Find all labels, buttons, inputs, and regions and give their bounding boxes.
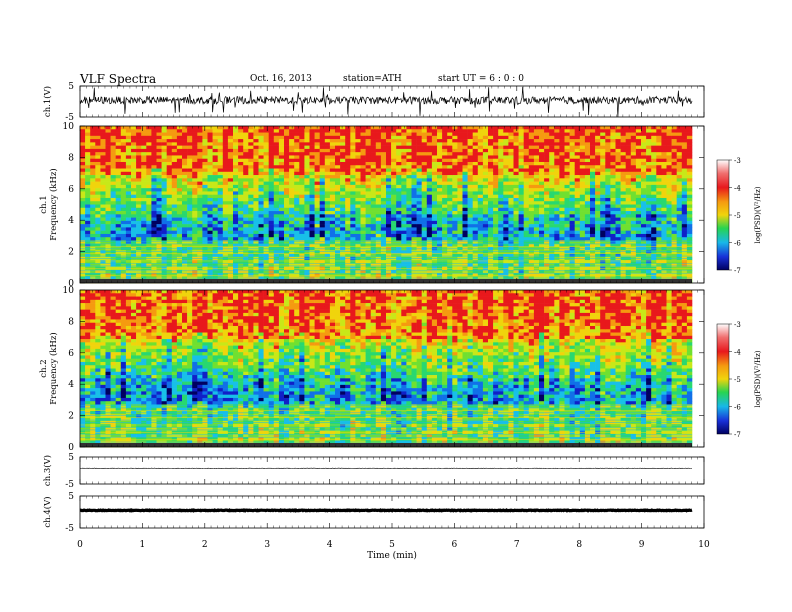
y-tick-label: 8: [68, 317, 74, 327]
colorbar-tick-label: -5: [734, 376, 741, 384]
y-tick-label: 6: [68, 349, 74, 359]
colorbar-tick-label: -4: [734, 349, 741, 357]
y-tick-label: 2: [68, 412, 74, 422]
colorbar-tick-label: -6: [734, 404, 741, 412]
colorbar-tick-label: -4: [734, 185, 741, 193]
y-tick-label: -5: [65, 113, 74, 123]
y-tick-label: 0: [68, 279, 74, 289]
x-tick-label: 3: [264, 540, 270, 550]
x-tick-label: 8: [576, 540, 582, 550]
y-tick-label: -5: [65, 480, 74, 490]
x-tick-label: 5: [389, 540, 395, 550]
colorbar-tick-label: -5: [734, 212, 741, 220]
y-axis-label: ch.2: [39, 359, 49, 377]
x-tick-label: 9: [639, 540, 645, 550]
chart-title: VLF Spectra: [80, 72, 157, 86]
colorbar-tick-label: -3: [734, 321, 741, 329]
y-axis-label: ch.3(V): [42, 455, 53, 486]
y-axis-label: Frequency (kHz): [48, 332, 59, 404]
colorbar-label: log(PSD)(V²/Hz): [754, 186, 762, 243]
x-tick-label: 6: [452, 540, 458, 550]
y-tick-label: 6: [68, 185, 74, 195]
y-tick-label: 5: [68, 492, 74, 502]
y-tick-label: 10: [63, 122, 75, 132]
colorbar-ch2: [716, 323, 730, 435]
y-tick-label: 4: [68, 216, 74, 226]
y-axis-label: ch.4(V): [42, 496, 53, 527]
colorbar-tick-label: -7: [734, 267, 741, 275]
y-tick-label: 0: [68, 443, 74, 453]
colorbar-label: log(PSD)(V²/Hz): [754, 350, 762, 407]
x-tick-label: 7: [514, 540, 520, 550]
colorbar-tick-label: -3: [734, 157, 741, 165]
station-label: station=ATH: [343, 74, 402, 84]
y-axis-label: Frequency (kHz): [48, 168, 59, 240]
y-tick-label: 2: [68, 248, 74, 258]
x-tick-label: 10: [698, 540, 710, 550]
spectrogram-ch1: [80, 126, 693, 284]
ch4-waveform: [79, 508, 693, 513]
colorbar-tick-label: -7: [734, 431, 741, 439]
colorbar-tick-label: -6: [734, 240, 741, 248]
colorbar-ch1: [716, 159, 730, 271]
x-tick-label: 4: [327, 540, 333, 550]
y-tick-label: 5: [68, 453, 74, 463]
y-tick-label: 10: [63, 286, 75, 296]
y-tick-label: -5: [65, 524, 74, 534]
start-time-label: start UT = 6 : 0 : 0: [438, 74, 524, 84]
y-tick-label: 5: [68, 82, 74, 92]
y-tick-label: 4: [68, 380, 74, 390]
y-axis-label: ch.1(V): [42, 86, 53, 117]
x-tick-label: 1: [140, 540, 146, 550]
x-tick-label: 0: [77, 540, 83, 550]
y-tick-label: 8: [68, 153, 74, 163]
ch1-waveform: [79, 86, 693, 118]
date-label: Oct. 16, 2013: [250, 74, 312, 84]
x-tick-label: 2: [202, 540, 208, 550]
x-axis-label: Time (min): [367, 550, 417, 561]
y-axis-label: ch.1: [39, 195, 49, 213]
spectrogram-ch2: [80, 290, 693, 448]
